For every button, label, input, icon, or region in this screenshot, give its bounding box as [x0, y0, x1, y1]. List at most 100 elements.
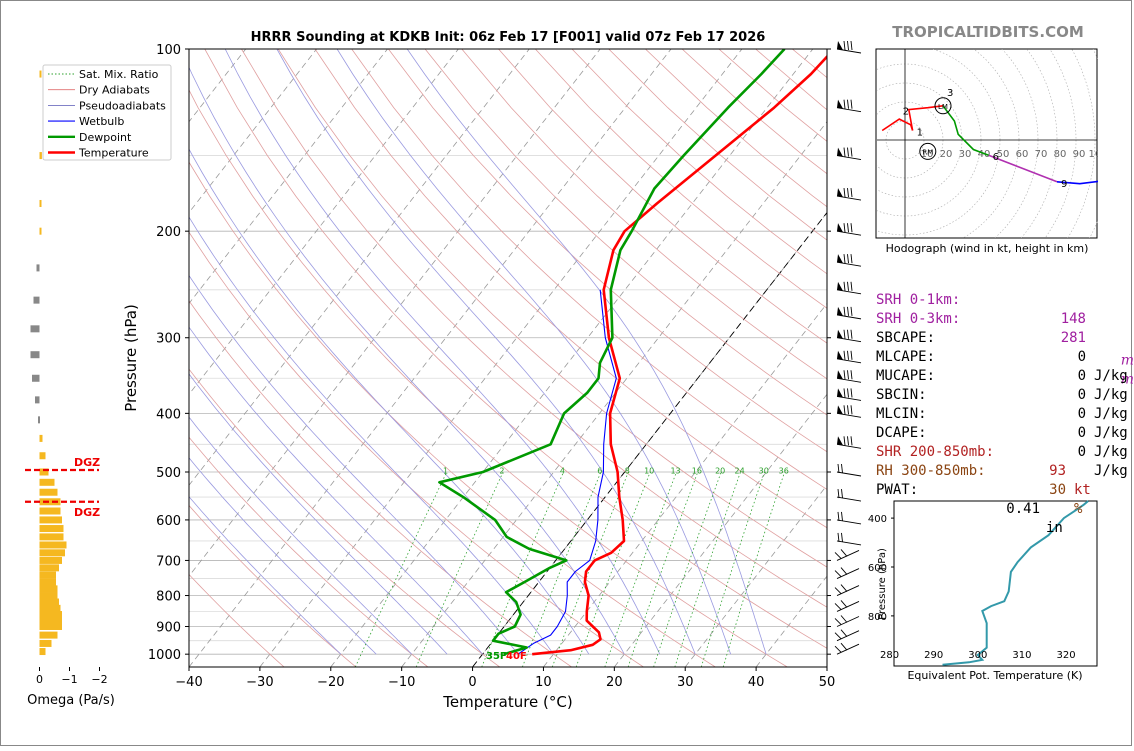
legend-label: Temperature	[78, 147, 149, 160]
stat-unit: J/kg	[1094, 444, 1128, 460]
barb-feather	[840, 567, 848, 575]
wind-barb	[836, 511, 862, 525]
stat-row-mlcin: MLCIN: 0 J/kg	[876, 386, 1128, 460]
stat-label: PWAT:	[876, 482, 919, 498]
barb-feather	[847, 40, 849, 51]
barb-feather	[843, 40, 846, 51]
x-tick-label: 20	[606, 675, 623, 690]
isotherm	[330, 49, 814, 667]
barb-feather	[841, 489, 843, 499]
stat-value: 0.41	[1006, 501, 1040, 517]
stat-unit: kt	[1074, 482, 1091, 498]
stat-label: SBCIN:	[876, 387, 927, 403]
barb-feather	[850, 223, 853, 233]
barb-feather	[834, 587, 842, 594]
barb-feather	[847, 405, 849, 415]
profile-dewpoint	[438, 49, 786, 656]
x-tick-label: −20	[317, 675, 344, 690]
theta-e-x-tick-label: 300	[968, 650, 987, 661]
wind-barb	[834, 600, 860, 612]
stat-value: 281	[1060, 330, 1086, 346]
isotherm	[614, 393, 827, 667]
hodograph-ring-label: 80	[1054, 149, 1067, 160]
x-tick-label: −40	[175, 675, 202, 690]
mixing-ratio-label: 6	[597, 467, 602, 476]
wind-barb	[836, 350, 862, 364]
stat-unit: in	[1046, 520, 1063, 536]
barb-feather	[843, 405, 846, 415]
barb-feather	[850, 436, 853, 446]
barb-feather	[847, 99, 849, 109]
omega-bar	[32, 374, 40, 382]
barb-feather	[850, 40, 853, 51]
barb-pennant	[837, 281, 843, 291]
barb-feather	[850, 329, 853, 339]
omega-bar	[39, 478, 55, 486]
x-tick-label: 10	[535, 675, 552, 690]
y-tick-label: 600	[156, 514, 181, 529]
wind-barb	[836, 436, 862, 449]
omega-bar	[39, 556, 62, 564]
pseudoadiabat	[276, 49, 696, 655]
mixing-ratio-label: 30	[759, 467, 769, 476]
barb-pennant	[837, 41, 843, 50]
stat-value: 148	[1060, 311, 1086, 327]
barb-feather	[840, 549, 848, 557]
stat-label: MUCAPE:	[876, 368, 936, 384]
mixing-ratio-label: 1	[443, 467, 448, 476]
theta-e-x-tick-label: 320	[1057, 650, 1076, 661]
dry-adiabat	[461, 49, 827, 380]
dry-adiabat	[189, 368, 500, 667]
x-tick-label: 30	[677, 675, 694, 690]
stat-row-sbcin: SBCIN: 0 J/kg	[876, 367, 1128, 441]
barb-staff	[836, 337, 862, 343]
barb-pennant	[837, 254, 843, 264]
wind-barb	[834, 549, 860, 561]
legend-label: Dry Adiabats	[79, 84, 150, 97]
isotherm	[1, 49, 33, 667]
stat-row-shear: SHR 200-850mb: 93 kt	[876, 424, 1106, 498]
pseudoadiabat	[189, 66, 625, 655]
hodograph-ring-label: 100	[1088, 149, 1107, 160]
pseudoadiabat	[189, 274, 519, 655]
barb-feather	[840, 615, 848, 623]
omega-bar	[30, 325, 40, 333]
hodograph-ring-label: 10	[921, 149, 934, 160]
mixing-ratio-line	[674, 471, 741, 667]
barb-feather	[850, 147, 853, 157]
barb-staff	[836, 443, 862, 449]
barb-pennant	[837, 350, 843, 360]
legend-label: Dewpoint	[79, 131, 132, 144]
pseudoadiabat	[189, 216, 554, 655]
barb-feather	[841, 532, 843, 543]
barb-feather	[843, 188, 846, 198]
storm-motion-label: RM	[922, 148, 933, 156]
mixing-ratio-line	[653, 471, 722, 667]
wind-barb	[836, 489, 862, 502]
theta-e-xlabel: Equivalent Pot. Temperature (K)	[907, 669, 1082, 682]
x-axis-label: Temperature (°C)	[442, 693, 572, 711]
omega-bar	[39, 585, 58, 593]
mixing-ratio-line	[604, 471, 677, 667]
barb-staff	[836, 289, 862, 295]
stat-value: 0	[1077, 349, 1086, 365]
barb-staff	[836, 230, 862, 236]
omega-bar	[39, 648, 46, 656]
barb-feather	[843, 350, 846, 360]
barb-feather	[837, 532, 840, 543]
stat-value: 0	[1077, 444, 1086, 460]
dry-adiabat	[204, 49, 827, 649]
wind-barb	[836, 329, 862, 343]
barb-pennant	[837, 223, 843, 233]
annotation-35f: 35F	[486, 651, 507, 662]
omega-bar	[39, 516, 62, 524]
barb-feather	[847, 223, 849, 233]
pseudoadiabat	[406, 49, 767, 655]
hodograph-height-label: 3	[947, 88, 953, 99]
barb-pennant	[837, 147, 843, 157]
y-tick-label: 900	[156, 620, 181, 635]
barb-pennant	[837, 306, 843, 316]
stat-row-rh: RH 300-850mb: 30 %	[876, 443, 1106, 517]
mixing-ratio-label: 24	[735, 467, 745, 476]
